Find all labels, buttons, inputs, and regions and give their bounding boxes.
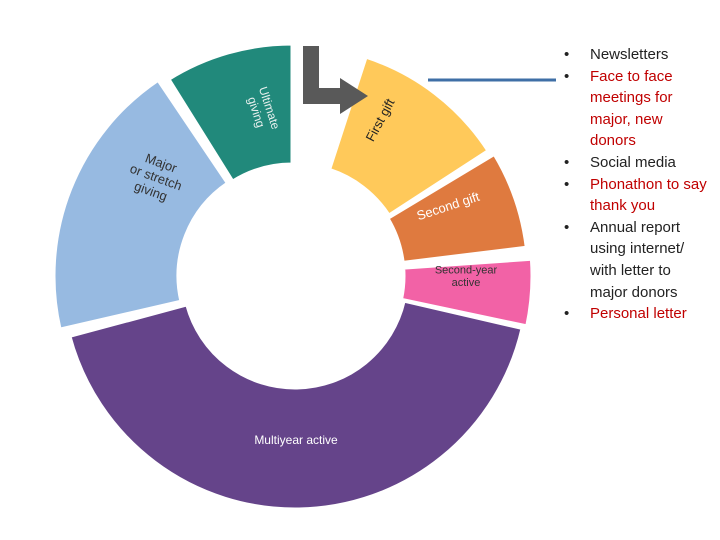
communication-channels-list: NewslettersFace to face meetings for maj… [562, 44, 712, 325]
bullet-item: Newsletters [562, 44, 712, 66]
bullet-item: Annual report using internet/ with lette… [562, 217, 712, 303]
segment-first-gift [328, 55, 490, 217]
bullet-item: Face to face meetings for major, new don… [562, 66, 712, 152]
segment-label-major-stretch: Majoror stretchgiving [123, 147, 189, 208]
elbow-arrow-icon [303, 46, 368, 114]
segment-ultimate-giving [167, 42, 294, 183]
bullet-item: Phonathon to say thank you [562, 174, 712, 217]
segment-second-year-active [400, 257, 534, 328]
bullet-item: Personal letter [562, 303, 712, 325]
segment-major-stretch [52, 78, 229, 331]
segment-label-multiyear-active: Multiyear active [254, 433, 338, 447]
segment-multiyear-active [68, 299, 524, 511]
segment-second-gift [386, 152, 528, 264]
bullet-item: Social media [562, 152, 712, 174]
segment-label-second-year-active: Second-year active [435, 265, 498, 290]
